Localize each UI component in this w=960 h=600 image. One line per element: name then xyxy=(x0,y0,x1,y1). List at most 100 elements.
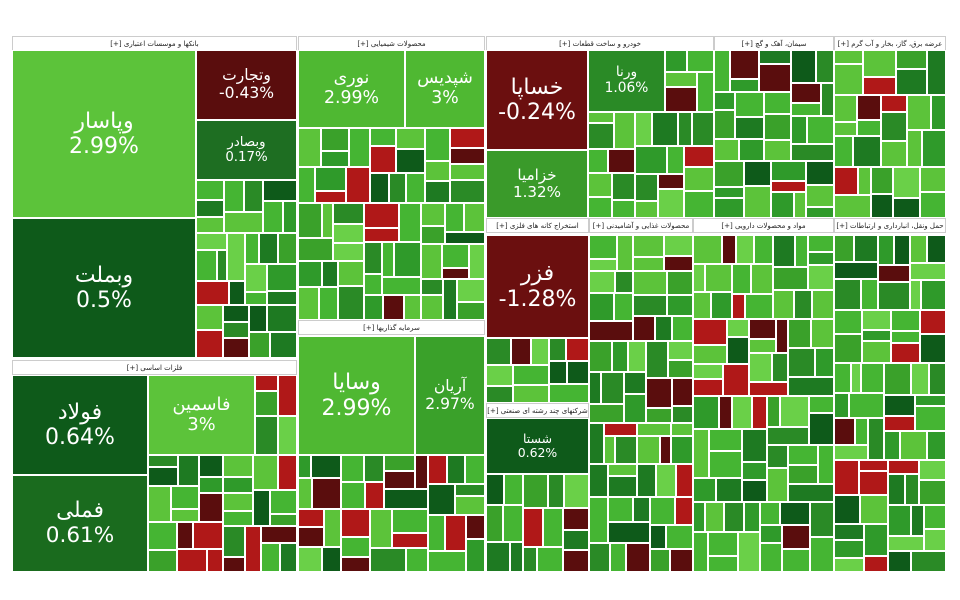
stock-tile[interactable] xyxy=(764,114,791,140)
stock-tile[interactable] xyxy=(267,264,297,291)
stock-tile[interactable] xyxy=(791,144,834,161)
stock-tile[interactable] xyxy=(772,353,788,382)
stock-tile[interactable] xyxy=(324,509,341,547)
stock-tile[interactable] xyxy=(322,547,341,572)
stock-tile[interactable] xyxy=(794,290,812,319)
stock-tile[interactable] xyxy=(223,477,253,493)
stock-tile[interactable] xyxy=(486,542,510,572)
stock-tile[interactable] xyxy=(227,233,245,281)
stock-tile[interactable] xyxy=(855,418,868,445)
stock-tile[interactable] xyxy=(589,497,608,543)
stock-tile[interactable] xyxy=(905,474,919,505)
stock-tile[interactable] xyxy=(834,95,857,122)
stock-tile[interactable] xyxy=(849,393,884,418)
stock-tile[interactable] xyxy=(650,497,675,525)
stock-tile[interactable] xyxy=(929,363,946,395)
stock-tile[interactable] xyxy=(780,502,810,525)
stock-tile[interactable] xyxy=(684,191,714,218)
stock-tile[interactable] xyxy=(450,148,485,164)
stock-tile[interactable] xyxy=(834,524,864,540)
stock-tile[interactable] xyxy=(693,345,727,364)
stock-tile[interactable] xyxy=(834,279,861,310)
stock-tile[interactable] xyxy=(915,406,946,431)
stock-tile[interactable] xyxy=(791,103,821,116)
stock-tile[interactable] xyxy=(676,464,693,497)
sector-header[interactable]: محصولات شیمیایی [+] xyxy=(298,36,485,51)
stock-tile[interactable] xyxy=(812,290,834,319)
stock-tile[interactable] xyxy=(922,130,946,167)
stock-tile[interactable]: نوری 2.99% xyxy=(298,50,405,128)
stock-tile[interactable] xyxy=(333,243,364,261)
stock-tile[interactable] xyxy=(624,394,646,423)
stock-tile[interactable] xyxy=(724,502,744,532)
stock-tile[interactable] xyxy=(267,305,297,332)
stock-tile[interactable] xyxy=(834,558,864,572)
stock-tile[interactable] xyxy=(503,505,523,542)
stock-tile[interactable] xyxy=(678,112,692,146)
stock-tile[interactable] xyxy=(196,330,223,358)
stock-tile[interactable] xyxy=(693,235,722,264)
stock-tile[interactable] xyxy=(911,551,946,572)
stock-tile[interactable] xyxy=(693,396,719,429)
sector-header[interactable]: عرضه برق، گاز، بخار و آب گرم [+] xyxy=(834,36,946,51)
stock-tile[interactable] xyxy=(742,480,767,502)
stock-tile[interactable] xyxy=(693,319,727,345)
stock-tile[interactable] xyxy=(421,226,445,244)
stock-tile[interactable] xyxy=(776,319,788,353)
stock-tile[interactable] xyxy=(523,508,543,547)
sector-header[interactable]: فلزات اساسی [+] xyxy=(12,360,297,375)
stock-tile[interactable] xyxy=(563,550,589,572)
sector-header[interactable]: محصولات غذایی و آشامیدنی [+] xyxy=(589,218,693,233)
stock-tile[interactable] xyxy=(808,235,834,252)
stock-tile[interactable] xyxy=(263,180,297,201)
stock-tile[interactable] xyxy=(614,293,633,321)
stock-tile[interactable] xyxy=(816,50,834,83)
stock-tile[interactable] xyxy=(818,445,834,484)
stock-tile[interactable]: وبصادر 0.17% xyxy=(196,120,297,180)
stock-tile[interactable] xyxy=(910,280,921,310)
stock-tile[interactable] xyxy=(736,235,754,264)
stock-tile[interactable] xyxy=(859,471,888,495)
stock-tile[interactable] xyxy=(223,322,249,338)
stock-tile[interactable] xyxy=(893,198,920,218)
stock-tile[interactable] xyxy=(224,212,263,233)
stock-tile[interactable] xyxy=(445,203,464,232)
sector-header[interactable]: شرکتهای چند رشته ای صنعتی [+] xyxy=(486,403,589,418)
stock-tile[interactable] xyxy=(428,484,455,515)
stock-tile[interactable] xyxy=(223,305,249,322)
stock-tile[interactable] xyxy=(298,547,322,572)
stock-tile[interactable] xyxy=(633,235,664,257)
stock-tile[interactable] xyxy=(589,372,601,404)
stock-tile[interactable] xyxy=(884,363,911,395)
stock-tile[interactable] xyxy=(738,532,760,572)
stock-tile[interactable] xyxy=(878,282,910,310)
stock-tile[interactable] xyxy=(693,478,716,502)
stock-tile[interactable] xyxy=(693,532,708,572)
stock-tile[interactable] xyxy=(834,418,855,445)
stock-tile[interactable] xyxy=(853,136,881,167)
stock-tile[interactable] xyxy=(760,543,782,572)
stock-tile[interactable] xyxy=(224,180,244,212)
stock-tile[interactable] xyxy=(732,264,751,294)
stock-tile[interactable] xyxy=(278,233,297,264)
stock-tile[interactable] xyxy=(714,139,739,161)
stock-tile[interactable] xyxy=(675,497,693,525)
stock-tile[interactable] xyxy=(617,235,633,271)
stock-tile[interactable] xyxy=(588,197,612,218)
stock-tile[interactable] xyxy=(637,436,660,464)
stock-tile[interactable] xyxy=(364,455,384,482)
stock-tile[interactable] xyxy=(834,445,868,460)
stock-tile[interactable] xyxy=(920,192,946,218)
stock-tile[interactable] xyxy=(261,543,280,572)
stock-tile[interactable] xyxy=(298,128,321,167)
stock-tile[interactable] xyxy=(253,490,270,526)
stock-tile[interactable] xyxy=(742,462,767,480)
stock-tile[interactable] xyxy=(915,395,946,406)
stock-tile[interactable] xyxy=(767,427,809,445)
stock-tile[interactable] xyxy=(760,525,782,543)
stock-tile[interactable] xyxy=(834,460,859,495)
stock-tile[interactable] xyxy=(709,451,742,478)
sector-header[interactable]: خودرو و ساخت قطعات [+] xyxy=(486,36,714,51)
stock-tile[interactable] xyxy=(864,556,888,572)
stock-tile[interactable] xyxy=(589,423,604,464)
